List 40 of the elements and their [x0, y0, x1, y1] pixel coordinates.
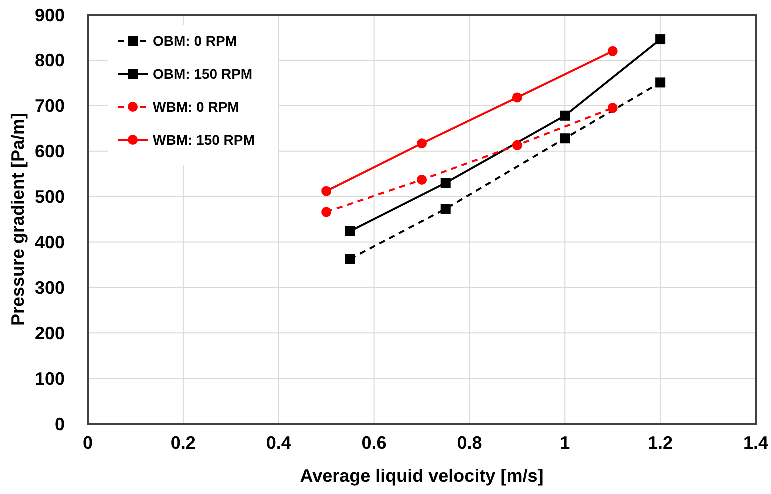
x-axis-title: Average liquid velocity [m/s] — [300, 466, 544, 486]
point — [417, 138, 427, 149]
y-tick-label: 300 — [34, 278, 65, 298]
legend-label: WBM: 150 RPM — [153, 132, 255, 148]
y-tick-label: 700 — [34, 96, 65, 116]
x-tick-label: 0.8 — [457, 433, 482, 453]
legend-label: WBM: 0 RPM — [153, 98, 240, 115]
y-tick-label: 100 — [34, 368, 65, 389]
x-tick-label: 0.2 — [170, 433, 196, 453]
point — [560, 110, 570, 121]
point — [440, 204, 451, 214]
point — [608, 46, 618, 56]
y-tick-label: 0 — [54, 414, 65, 434]
point — [345, 226, 356, 236]
x-tick-label: 1.2 — [648, 433, 674, 453]
point — [322, 186, 332, 196]
legend-label: OBM: 150 RPM — [153, 66, 253, 82]
point — [322, 207, 332, 218]
y-tick-label: 500 — [34, 187, 65, 208]
x-tick-label: 0 — [82, 433, 94, 453]
point — [440, 178, 451, 188]
point — [608, 103, 618, 114]
point — [560, 134, 570, 144]
y-tick-label: 900 — [34, 5, 65, 26]
point — [656, 34, 666, 45]
x-tick-label: 1 — [560, 433, 570, 453]
legend-label: OBM: 0 RPM — [153, 32, 237, 49]
point — [656, 78, 666, 88]
point — [512, 140, 522, 150]
point — [417, 174, 427, 185]
y-tick-label: 200 — [34, 323, 65, 344]
x-tick-label: 0.6 — [362, 433, 387, 453]
y-tick-label: 400 — [34, 232, 65, 253]
x-tick-label: 0.4 — [266, 433, 292, 453]
y-tick-label: 800 — [34, 50, 65, 71]
x-tick-label: 1.4 — [743, 433, 769, 453]
point — [512, 92, 522, 103]
y-axis-title: Pressure gradient [Pa/m] — [8, 112, 28, 326]
point — [345, 254, 356, 264]
y-tick-label: 600 — [34, 142, 65, 162]
